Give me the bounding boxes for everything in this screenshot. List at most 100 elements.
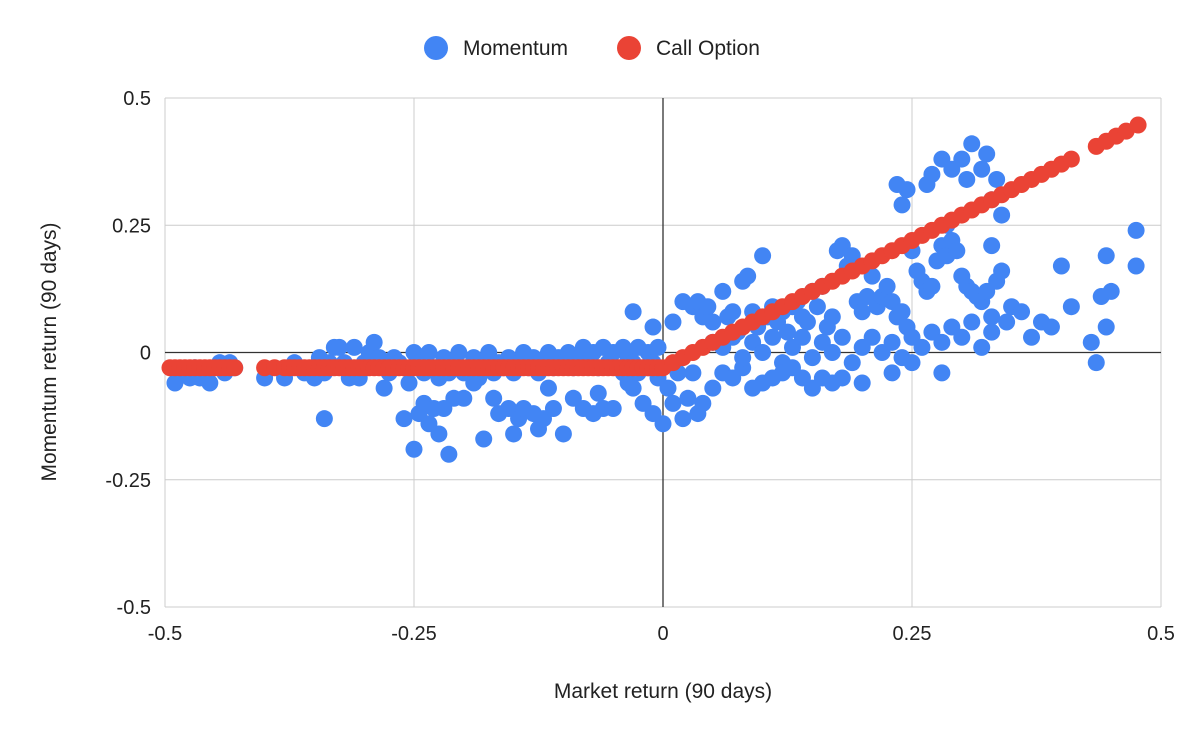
y-tick-label: -0.5 bbox=[117, 597, 151, 619]
momentum-point bbox=[734, 349, 752, 367]
momentum-point bbox=[420, 344, 438, 361]
momentum-point bbox=[649, 338, 667, 356]
momentum-point bbox=[465, 374, 483, 392]
momentum-point bbox=[644, 318, 662, 336]
momentum-point bbox=[923, 277, 941, 295]
momentum-point bbox=[315, 410, 333, 428]
momentum-point bbox=[983, 308, 1001, 326]
momentum-point bbox=[883, 364, 901, 382]
call-option-point bbox=[1062, 150, 1080, 168]
momentum-point bbox=[699, 298, 717, 316]
momentum-point bbox=[1052, 257, 1070, 275]
legend-marker-call-option bbox=[617, 36, 641, 60]
momentum-point bbox=[1013, 303, 1031, 321]
momentum-point bbox=[475, 430, 493, 448]
momentum-point bbox=[963, 135, 981, 153]
momentum-point bbox=[201, 374, 219, 392]
momentum-point bbox=[1097, 247, 1115, 265]
momentum-point bbox=[704, 379, 722, 397]
momentum-point bbox=[978, 145, 996, 163]
x-tick-label: -0.5 bbox=[148, 623, 182, 645]
momentum-point bbox=[395, 410, 413, 428]
momentum-point bbox=[704, 313, 722, 331]
momentum-point bbox=[903, 354, 921, 372]
momentum-point bbox=[589, 384, 607, 402]
y-tick-label: 0.25 bbox=[112, 215, 151, 237]
momentum-point bbox=[724, 303, 742, 321]
momentum-point bbox=[843, 354, 861, 372]
y-tick-label: -0.25 bbox=[105, 470, 151, 492]
momentum-point bbox=[754, 344, 772, 361]
momentum-point bbox=[823, 344, 841, 361]
momentum-point bbox=[958, 170, 976, 188]
momentum-point bbox=[993, 262, 1011, 280]
momentum-point bbox=[744, 379, 762, 397]
momentum-point bbox=[405, 440, 423, 458]
y-tick-label: 0.5 bbox=[123, 88, 151, 110]
momentum-point bbox=[505, 425, 523, 443]
y-tick-label: 0 bbox=[140, 343, 151, 365]
momentum-point bbox=[764, 328, 782, 346]
momentum-point bbox=[998, 313, 1016, 331]
momentum-point bbox=[375, 379, 393, 397]
legend-marker-momentum bbox=[424, 36, 448, 60]
momentum-point bbox=[664, 394, 682, 412]
call-option-point bbox=[1129, 116, 1147, 134]
x-tick-label: 0.5 bbox=[1147, 623, 1175, 645]
momentum-point bbox=[853, 374, 871, 392]
x-axis-title: Market return (90 days) bbox=[554, 680, 772, 703]
momentum-point bbox=[823, 308, 841, 326]
momentum-point bbox=[973, 160, 991, 178]
x-tick-label: -0.25 bbox=[391, 623, 437, 645]
legend-label-momentum: Momentum bbox=[463, 37, 568, 60]
momentum-point bbox=[684, 364, 702, 382]
momentum-point bbox=[604, 399, 622, 417]
momentum-point bbox=[973, 338, 991, 356]
momentum-point bbox=[793, 328, 811, 346]
momentum-point bbox=[654, 415, 672, 433]
momentum-point bbox=[988, 170, 1006, 188]
legend-label-call-option: Call Option bbox=[656, 37, 760, 60]
momentum-point bbox=[400, 374, 418, 392]
momentum-point bbox=[455, 389, 473, 407]
momentum-point bbox=[883, 333, 901, 351]
momentum-point bbox=[803, 349, 821, 367]
momentum-point bbox=[833, 328, 851, 346]
momentum-point bbox=[963, 313, 981, 331]
momentum-point bbox=[923, 165, 941, 183]
momentum-point bbox=[933, 364, 951, 382]
momentum-point bbox=[440, 445, 458, 463]
momentum-point bbox=[893, 196, 911, 214]
momentum-point bbox=[808, 298, 826, 316]
x-tick-label: 0.25 bbox=[893, 623, 932, 645]
momentum-point bbox=[1062, 298, 1080, 316]
momentum-point bbox=[450, 344, 468, 361]
momentum-point bbox=[863, 328, 881, 346]
momentum-point bbox=[624, 379, 642, 397]
momentum-point bbox=[913, 338, 931, 356]
momentum-point bbox=[983, 237, 1001, 255]
momentum-point bbox=[664, 313, 682, 331]
momentum-point bbox=[430, 425, 448, 443]
momentum-point bbox=[754, 247, 772, 265]
momentum-point bbox=[714, 282, 732, 300]
momentum-point bbox=[539, 379, 557, 397]
momentum-point bbox=[933, 333, 951, 351]
momentum-point bbox=[993, 206, 1011, 224]
momentum-point bbox=[679, 389, 697, 407]
momentum-point bbox=[739, 267, 757, 285]
momentum-point bbox=[853, 303, 871, 321]
momentum-point bbox=[1127, 257, 1145, 275]
momentum-point bbox=[544, 399, 562, 417]
momentum-point bbox=[893, 303, 911, 321]
momentum-point bbox=[659, 379, 677, 397]
momentum-point bbox=[365, 333, 383, 351]
momentum-point bbox=[1097, 318, 1115, 336]
momentum-point bbox=[878, 277, 896, 295]
call-option-point bbox=[226, 359, 244, 377]
call-option-series bbox=[161, 116, 1147, 377]
momentum-point bbox=[674, 410, 692, 428]
x-tick-label: 0 bbox=[657, 623, 668, 645]
momentum-point bbox=[694, 394, 712, 412]
momentum-point bbox=[1042, 318, 1060, 336]
